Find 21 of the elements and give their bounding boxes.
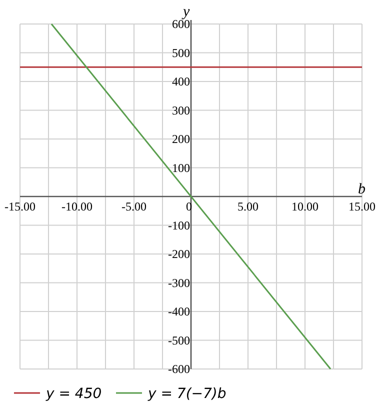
y-tick-label: -600 — [168, 362, 190, 376]
y-tick-label: 100 — [172, 160, 190, 175]
x-tick-label: 15.00 — [348, 200, 376, 214]
y-tick-label: 400 — [172, 74, 190, 88]
x-tick-label: 10.00 — [292, 200, 318, 214]
legend-label: y = 7(−7)b — [147, 386, 226, 402]
legend-label: y = 450 — [45, 386, 102, 402]
y-tick-label: -200 — [168, 247, 190, 261]
y-tick-label: -400 — [168, 304, 190, 318]
y-axis-title: y — [181, 4, 190, 20]
y-tick-label: 200 — [172, 132, 190, 146]
x-tick-label: -5.00 — [122, 200, 146, 214]
x-tick-label: -10.00 — [62, 200, 92, 214]
y-tick-label: -100 — [168, 218, 190, 232]
y-tick-label: 300 — [172, 103, 190, 118]
y-tick-label: -500 — [168, 333, 190, 348]
x-axis-title: b — [358, 182, 366, 198]
y-tick-label: -300 — [168, 276, 190, 290]
y-tick-label: 500 — [172, 46, 190, 60]
x-tick-label: -15.00 — [4, 200, 36, 214]
x-tick-label: 5.00 — [238, 200, 258, 214]
